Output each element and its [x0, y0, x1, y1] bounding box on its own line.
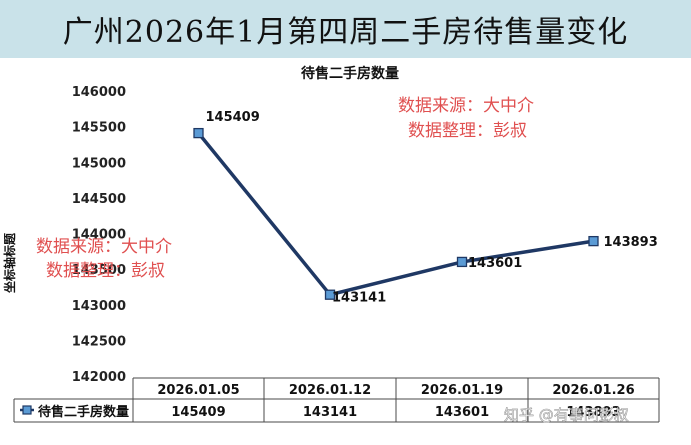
data-point [193, 127, 204, 139]
watermark-left-line2: 数据整理：彭叔 [46, 261, 165, 281]
y-tick-label: 142500 [72, 334, 126, 349]
y-tick-label: 144500 [72, 192, 126, 207]
table-value: 143141 [303, 405, 357, 420]
legend-label: 待售二手房数量 [37, 404, 129, 420]
page-title: 广州2026年1月第四周二手房待售量变化 [62, 15, 629, 50]
legend-marker [22, 405, 32, 415]
y-tick-label: 143000 [72, 299, 126, 314]
data-label: 143141 [332, 291, 386, 306]
title-banner: 广州2026年1月第四周二手房待售量变化 [0, 0, 691, 58]
data-point [324, 289, 336, 300]
watermark-corner: 知乎 @有事问彭叔 [504, 406, 629, 424]
x-category-label: 2026.01.19 [421, 383, 503, 398]
y-tick-label: 143500 [72, 263, 126, 278]
x-category-label: 2026.01.05 [157, 383, 239, 398]
data-label: 143893 [604, 235, 658, 250]
x-category-label: 2026.01.12 [289, 383, 371, 398]
y-tick-label: 145500 [72, 121, 126, 136]
line-chart: 待售二手房数量 坐标轴标题 14200014250014300014350014… [2, 65, 660, 424]
data-table: 2026.01.05 2026.01.12 2026.01.19 2026.01.26… [13, 377, 660, 423]
y-tick-label: 142000 [72, 370, 126, 385]
data-point [456, 256, 468, 268]
y-tick-label: 146000 [72, 85, 126, 100]
y-tick-label: 145000 [72, 156, 126, 171]
data-point [588, 235, 599, 247]
table-value: 143601 [435, 405, 489, 420]
x-category-label: 2026.01.26 [552, 383, 634, 398]
series-line [197, 132, 594, 297]
data-label: 143601 [468, 256, 522, 271]
watermark-left: 数据来源：大中介 数据整理：彭叔 [36, 237, 172, 281]
y-axis-title: 坐标轴标题 [2, 232, 17, 293]
y-tick-label: 144000 [72, 228, 126, 243]
data-label: 145409 [206, 110, 260, 125]
chart-title: 待售二手房数量 [301, 65, 399, 82]
watermark-top-line2: 数据整理：彭叔 [408, 121, 527, 141]
y-axis-ticks: 142000 142500 143000 143500 144000 144500 1450… [72, 85, 126, 385]
plot-area: 145409 143141 143601 143893 [193, 110, 658, 306]
watermark-left-line1: 数据来源：大中介 [36, 237, 172, 257]
table-value: 143893 [566, 405, 620, 420]
watermark-top-line1: 数据来源：大中介 [398, 96, 534, 116]
table-value: 145409 [171, 405, 225, 420]
watermark-top: 数据来源：大中介 数据整理：彭叔 [398, 96, 534, 141]
